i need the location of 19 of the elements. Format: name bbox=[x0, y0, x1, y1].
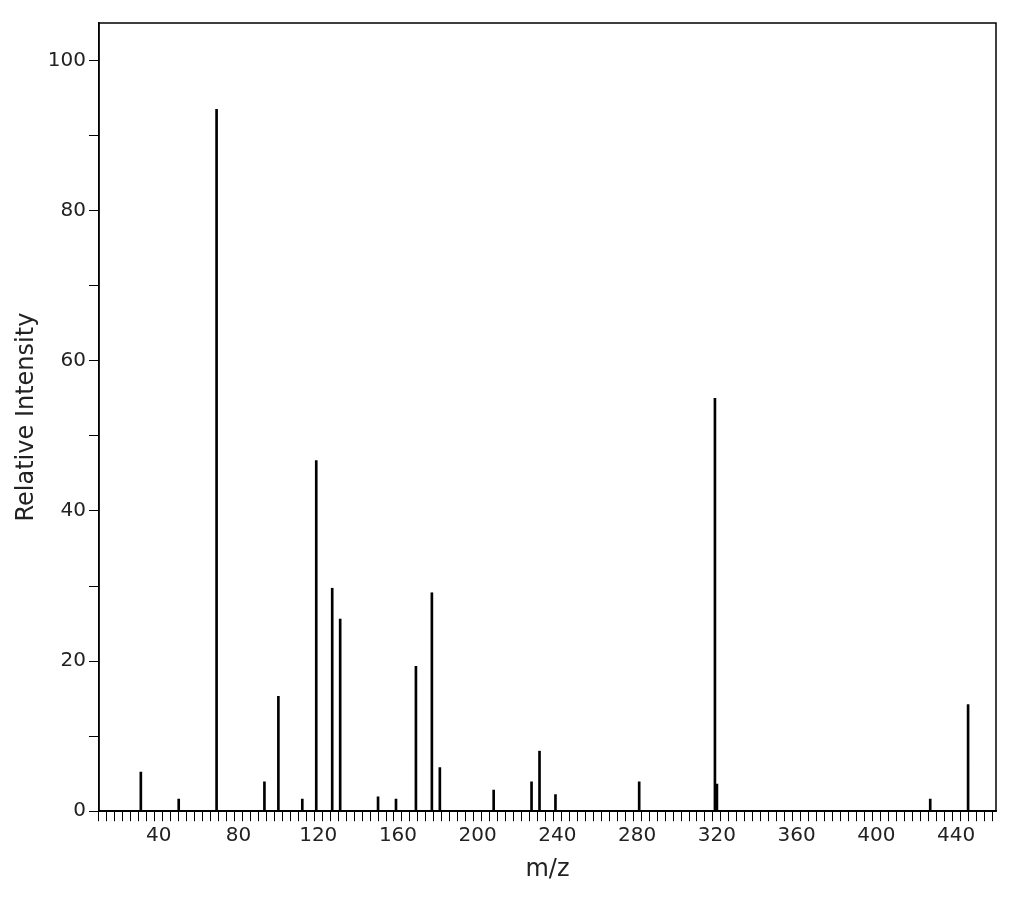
y-tick-label: 20 bbox=[60, 647, 86, 672]
x-tick-label: 40 bbox=[146, 822, 172, 847]
y-tick-label: 60 bbox=[60, 347, 86, 371]
x-tick-label: 320 bbox=[697, 822, 737, 847]
x-axis-title: m/z bbox=[525, 853, 570, 882]
x-tick-label: 120 bbox=[299, 822, 338, 847]
y-tick-label: 80 bbox=[60, 196, 86, 221]
x-tick-label: 440 bbox=[937, 822, 976, 847]
x-tick-label: 360 bbox=[777, 822, 816, 847]
x-tick-label: 160 bbox=[378, 822, 418, 847]
x-tick-label: 400 bbox=[857, 822, 896, 847]
x-tick-label: 280 bbox=[618, 822, 657, 847]
y-tick-label: 0 bbox=[73, 797, 86, 822]
x-tick-label: 80 bbox=[225, 822, 252, 847]
y-tick-label: 40 bbox=[60, 497, 86, 522]
x-tick-label: 240 bbox=[538, 822, 577, 847]
y-axis-title: Relative Intensity bbox=[10, 312, 39, 522]
y-tick-label: 100 bbox=[47, 46, 86, 71]
x-tick-label: 200 bbox=[458, 822, 497, 847]
